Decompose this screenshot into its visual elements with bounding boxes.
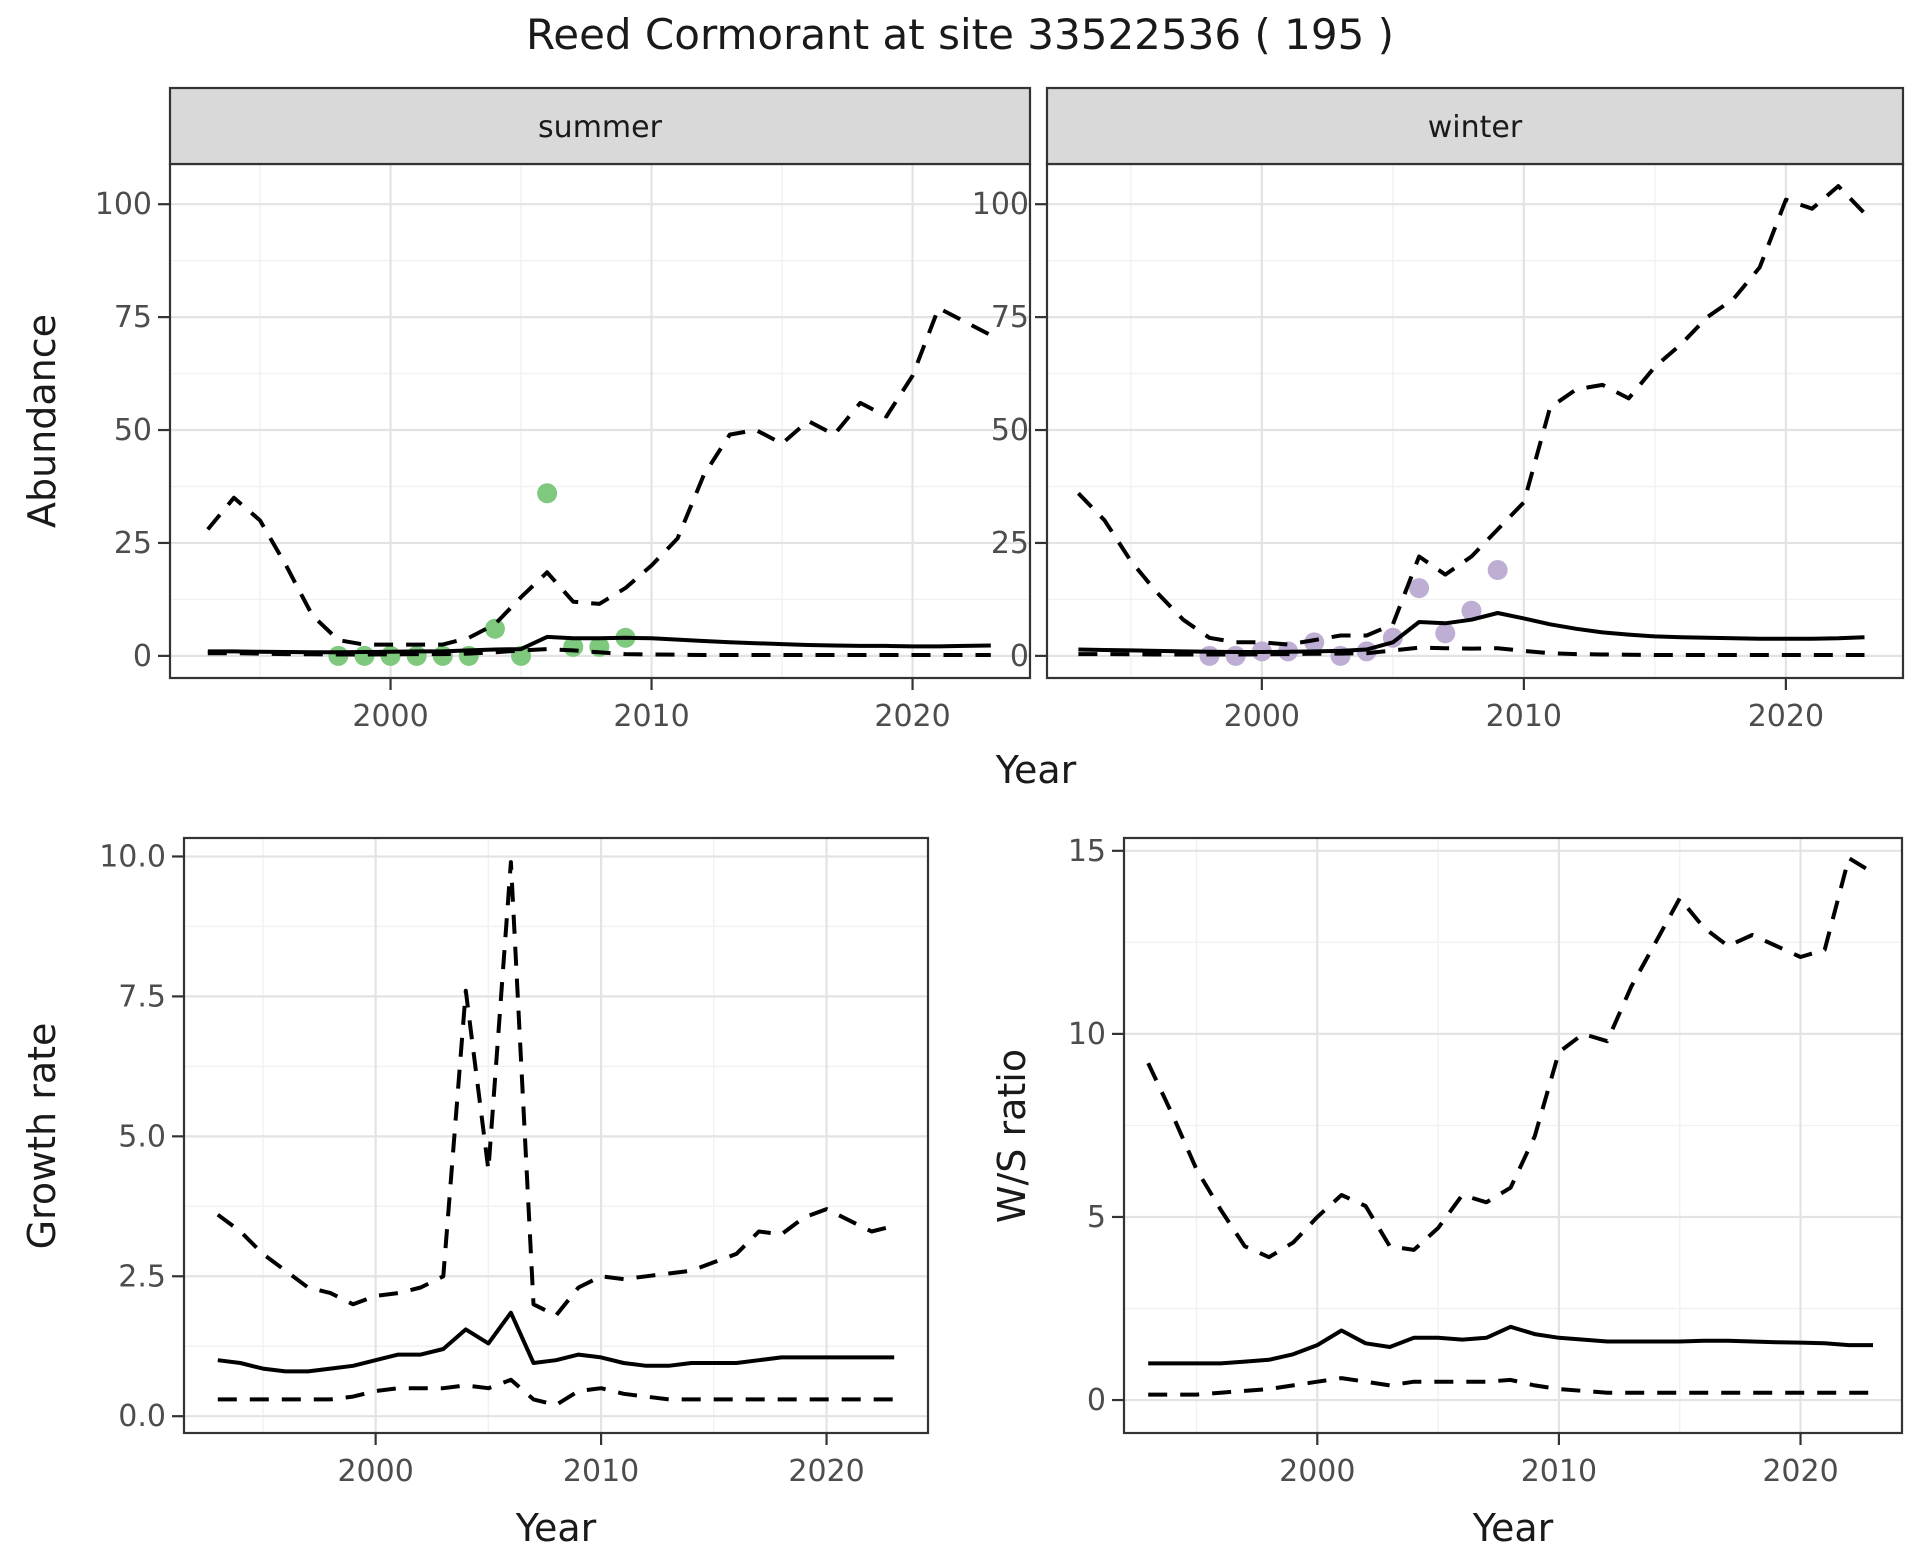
- y-tick-label: 7.5: [118, 979, 166, 1014]
- ws-ratio-panel-bg: [1124, 838, 1902, 1433]
- observation-point: [1461, 600, 1482, 621]
- y-tick-label: 25: [991, 526, 1029, 561]
- x-tick-label: 2000: [337, 1454, 413, 1489]
- y-tick-label: 0: [1010, 639, 1029, 674]
- observation-point: [1304, 632, 1325, 653]
- y-tick-label: 10.0: [99, 839, 166, 874]
- fit-line: [1078, 611, 1865, 654]
- y-tick-label: 75: [991, 300, 1029, 335]
- fit-line: [217, 1310, 895, 1374]
- y-tick-label: 0: [1087, 1383, 1106, 1418]
- ws-ratio-panel-border: [1122, 836, 1904, 1435]
- observation-point: [1435, 623, 1456, 644]
- figure-title: Reed Cormorant at site 33522536 ( 195 ): [525, 10, 1395, 59]
- observation-point: [484, 618, 505, 639]
- x-axis-title-year-ws: Year: [1472, 1506, 1554, 1550]
- y-tick-label: 100: [95, 187, 152, 222]
- lower-ci-line: [1148, 1376, 1873, 1397]
- upper-ci-line: [216, 860, 895, 1318]
- observation-point: [1409, 578, 1430, 599]
- y-tick-label: 10: [1068, 1017, 1106, 1052]
- observation-point: [537, 483, 558, 504]
- x-tick-label: 2010: [1521, 1454, 1597, 1489]
- y-tick-label: 25: [114, 526, 152, 561]
- upper-ci-line: [206, 306, 992, 647]
- upper-ci-line: [1076, 184, 1866, 647]
- upper-ci-line: [1146, 856, 1875, 1260]
- y-tick-label: 100: [972, 187, 1029, 222]
- x-tick-label: 2020: [1762, 1454, 1838, 1489]
- y-tick-label: 15: [1068, 834, 1106, 869]
- x-tick-label: 2020: [788, 1454, 864, 1489]
- x-tick-label: 2010: [613, 699, 689, 734]
- y-tick-label: 5.0: [118, 1119, 166, 1154]
- lower-ci-line: [217, 1377, 895, 1407]
- observation-point: [1487, 560, 1508, 581]
- x-tick-label: 2000: [352, 699, 428, 734]
- x-axis-title-year-top: Year: [995, 748, 1077, 792]
- x-tick-label: 2010: [1486, 699, 1562, 734]
- x-tick-label: 2020: [874, 699, 950, 734]
- facet-strip: [168, 86, 1032, 166]
- x-tick-label: 2000: [1224, 699, 1300, 734]
- abundance-summer-panel-bg: [170, 164, 1030, 678]
- y-tick-label: 2.5: [118, 1259, 166, 1294]
- y-tick-label: 75: [114, 300, 152, 335]
- x-tick-label: 2020: [1748, 699, 1824, 734]
- lower-ci-line: [207, 647, 991, 657]
- y-axis-title-abundance: Abundance: [20, 313, 64, 529]
- y-axis-title-growth-rate: Growth rate: [20, 1022, 64, 1250]
- x-axis-title-year-growth: Year: [515, 1506, 597, 1550]
- y-tick-label: 5: [1087, 1200, 1106, 1235]
- y-axis-title-ws-ratio: W/S ratio: [990, 1048, 1034, 1224]
- facet-strip-label: winter: [1428, 110, 1523, 145]
- y-tick-label: 0: [133, 639, 152, 674]
- fit-line: [207, 634, 991, 655]
- facet-strip: [1045, 86, 1905, 166]
- x-tick-label: 2000: [1279, 1454, 1355, 1489]
- lower-ci-line: [1078, 645, 1865, 657]
- fit-line: [1148, 1324, 1873, 1366]
- facet-strip-label: summer: [538, 110, 663, 145]
- y-tick-label: 0.0: [118, 1399, 166, 1434]
- abundance-winter-panel-bg: [1047, 164, 1903, 678]
- y-tick-label: 50: [114, 413, 152, 448]
- x-tick-label: 2010: [563, 1454, 639, 1489]
- y-tick-label: 50: [991, 413, 1029, 448]
